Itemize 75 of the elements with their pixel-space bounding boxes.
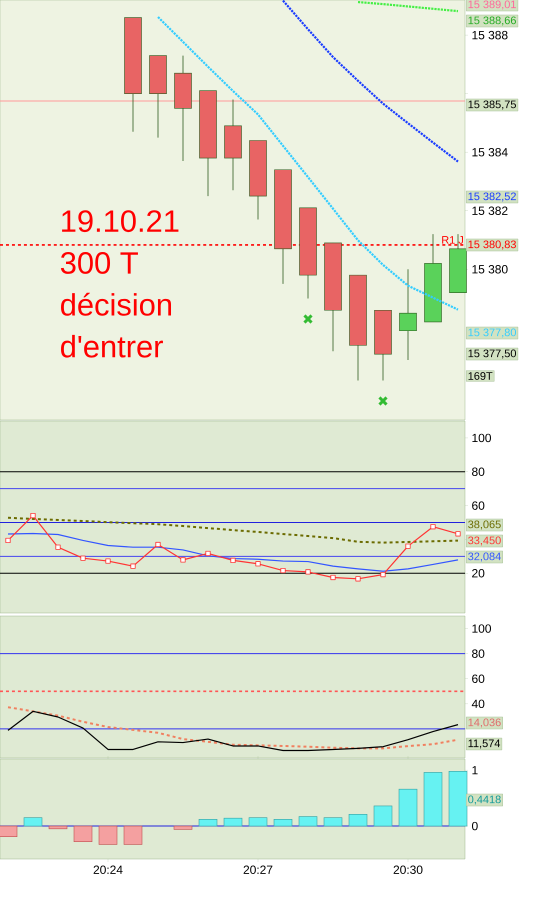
point xyxy=(305,569,311,574)
point xyxy=(80,556,86,561)
y-tick-label: 15 380 xyxy=(472,265,508,274)
bar xyxy=(298,816,318,826)
point xyxy=(430,524,436,530)
annotation: 19.10.21 xyxy=(62,210,178,232)
bar xyxy=(398,788,418,826)
text: 14,036 xyxy=(468,718,501,728)
text: 15 380,83 xyxy=(468,240,516,250)
bar xyxy=(374,806,392,826)
point xyxy=(205,550,211,556)
point xyxy=(380,572,386,578)
point xyxy=(130,564,136,569)
bar xyxy=(98,826,118,845)
y-tick-label: 1 xyxy=(472,766,478,774)
point xyxy=(55,544,61,550)
point xyxy=(5,538,11,544)
bar xyxy=(324,817,342,826)
y-tick-label: 100 xyxy=(472,624,492,633)
text: 33,450 xyxy=(468,536,501,546)
text: 11,574 xyxy=(468,740,500,748)
text: 15 385,75 xyxy=(468,100,516,110)
text: 38,065 xyxy=(468,520,501,530)
x-tick-label: 20:24 xyxy=(94,866,123,874)
point xyxy=(180,557,186,562)
bar xyxy=(248,817,268,826)
bar xyxy=(24,817,42,826)
text: 15 382,52 xyxy=(468,192,516,202)
text: 15 389,01 xyxy=(468,0,516,10)
bar xyxy=(124,826,142,845)
y-tick-label: 15 382 xyxy=(472,206,508,215)
annotation: d'entrer xyxy=(61,334,163,358)
y-tick-label: 60 xyxy=(472,501,484,510)
point xyxy=(405,544,411,549)
bar xyxy=(48,826,68,830)
line-series xyxy=(282,0,460,163)
candlestick xyxy=(399,268,417,360)
y-tick-label: 80 xyxy=(472,468,484,476)
point xyxy=(330,574,336,580)
y-tick-label: 20 xyxy=(472,569,484,578)
point xyxy=(255,561,261,566)
point xyxy=(455,531,461,536)
annotation: décision xyxy=(61,292,172,316)
point xyxy=(230,558,236,563)
ref-line-label: R1 J xyxy=(442,236,463,244)
bar xyxy=(448,771,468,826)
x-tick-label: 20:27 xyxy=(244,866,272,874)
bar xyxy=(224,818,242,826)
bar xyxy=(174,826,192,830)
text: 0,4418 xyxy=(468,795,501,805)
y-tick-label: 15 384 xyxy=(472,148,508,156)
point xyxy=(280,568,286,574)
text: 15 377,80 xyxy=(468,328,516,338)
bar xyxy=(74,826,92,842)
point xyxy=(105,558,111,564)
bar xyxy=(424,772,442,826)
text: 169T xyxy=(468,372,492,380)
bar xyxy=(0,826,18,837)
point xyxy=(30,512,36,518)
y-tick-label: 80 xyxy=(472,649,484,658)
bar xyxy=(348,814,368,826)
annotation: 300 T xyxy=(60,252,138,274)
text: 15 388,66 xyxy=(468,16,516,26)
text: 15 377,50 xyxy=(468,350,516,359)
bar xyxy=(198,819,218,826)
y-tick-label: 100 xyxy=(472,434,492,442)
x-tick-label: 20:30 xyxy=(394,866,422,874)
bar xyxy=(274,819,292,826)
point xyxy=(155,542,161,548)
y-tick-label: 15 388 xyxy=(472,30,508,40)
y-tick-label: 60 xyxy=(472,674,484,683)
text: 32,084 xyxy=(468,552,501,562)
y-tick-label: 0 xyxy=(472,822,478,830)
point xyxy=(355,576,361,582)
y-tick-label: 40 xyxy=(472,700,484,708)
